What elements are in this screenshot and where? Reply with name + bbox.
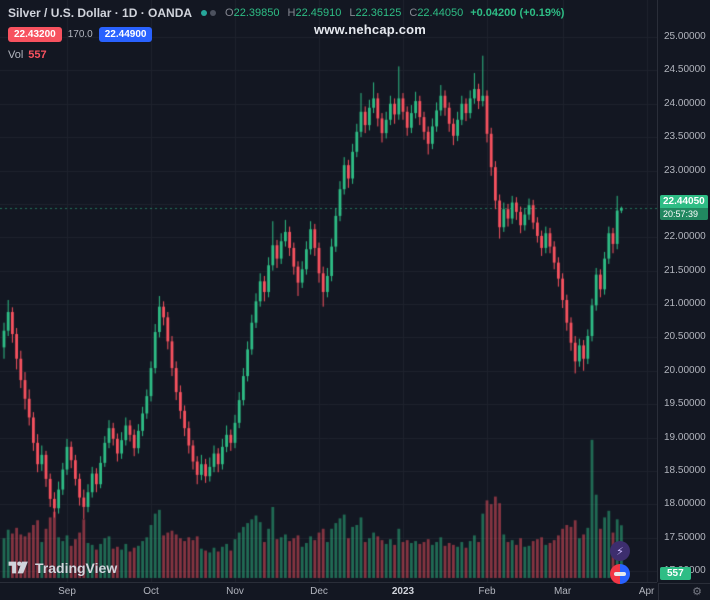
ohlc-open: O22.39850 <box>225 7 280 19</box>
volume-legend: Vol 557 <box>8 49 564 61</box>
price-scale-label: 23.00000 <box>664 164 706 176</box>
price-scale-label: 18.50000 <box>664 464 706 476</box>
axis-settings-corner: ⚙ <box>658 583 710 600</box>
time-scale[interactable]: Sep Oct Nov Dec 2023 Feb Mar Apr <box>0 582 657 600</box>
price-scale-label: 22.00000 <box>664 231 706 243</box>
price-scale-label: 20.50000 <box>664 331 706 343</box>
current-price-tag: 22.44050 20:57:39 <box>660 194 708 220</box>
time-scale-label: Dec <box>310 586 328 597</box>
sell-button[interactable]: 22.43200 <box>8 27 62 42</box>
ohlc-close: C22.44050 <box>409 7 464 19</box>
lightning-button[interactable]: ⚡ <box>610 541 630 561</box>
price-change: +0.04200 (+0.19%) <box>470 7 565 19</box>
volume-label: Vol <box>8 49 24 61</box>
time-scale-label: Sep <box>58 586 76 597</box>
market-status-dot-live <box>201 10 208 16</box>
tradingview-logo[interactable]: TradingView <box>8 559 117 576</box>
price-scale[interactable]: 22.44050 20:57:39 557 25.00000 24.50000 24… <box>657 0 710 582</box>
price-scale-label: 19.50000 <box>664 398 706 410</box>
buy-button[interactable]: 22.44900 <box>98 27 153 42</box>
price-scale-label: 18.00000 <box>664 498 706 510</box>
ohlc-low: L22.36125 <box>349 7 402 19</box>
lightning-icon: ⚡ <box>616 545 624 558</box>
symbol-title[interactable]: Silver / U.S. Dollar · 1D · OANDA <box>8 6 193 20</box>
time-scale-label: Oct <box>143 586 159 597</box>
price-scale-label: 21.00000 <box>664 298 706 309</box>
time-scale-label: Nov <box>226 586 244 597</box>
price-scale-label: 17.50000 <box>664 531 706 543</box>
price-scale-label: 21.50000 <box>664 264 706 276</box>
ohlc-values: O22.39850 H22.45910 L22.36125 C22.44050 <box>225 7 463 19</box>
price-scale-label: 24.00000 <box>664 97 706 109</box>
price-scale-label: 19.00000 <box>664 431 706 443</box>
chart-canvas[interactable] <box>0 0 657 582</box>
spread-value: 170.0 <box>67 29 93 40</box>
volume-scale-badge: 557 <box>660 567 691 580</box>
price-scale-label: 23.50000 <box>664 131 706 143</box>
bar-countdown: 20:57:39 <box>660 207 708 220</box>
tradingview-logo-text: TradingView <box>35 559 118 576</box>
price-scale-label: 20.00000 <box>664 364 706 376</box>
time-scale-label: 2023 <box>391 586 415 597</box>
time-scale-label: Mar <box>553 586 572 597</box>
price-scale-label: 25.00000 <box>664 31 706 42</box>
watermark-text: www.nehcap.com <box>313 22 427 37</box>
tradingview-logo-icon <box>8 559 29 576</box>
ohlc-high: H22.45910 <box>287 7 342 19</box>
quick-trade-widget: 22.43200 170.0 22.44900 <box>8 27 564 42</box>
broker-icon <box>614 572 626 576</box>
current-price-value: 22.44050 <box>663 195 705 207</box>
volume-value: 557 <box>28 49 47 61</box>
market-status-dot-idle <box>210 10 217 16</box>
chart-quick-buttons: ⚡ <box>610 541 630 584</box>
broker-button[interactable] <box>610 564 630 584</box>
time-scale-label: Feb <box>478 586 496 597</box>
price-scale-label: 24.50000 <box>664 64 706 76</box>
time-scale-label: Apr <box>638 586 655 597</box>
chart-legend: Silver / U.S. Dollar · 1D · OANDA O22.39… <box>8 6 564 61</box>
gear-icon[interactable]: ⚙ <box>692 585 702 598</box>
market-status-dots[interactable] <box>201 10 217 16</box>
